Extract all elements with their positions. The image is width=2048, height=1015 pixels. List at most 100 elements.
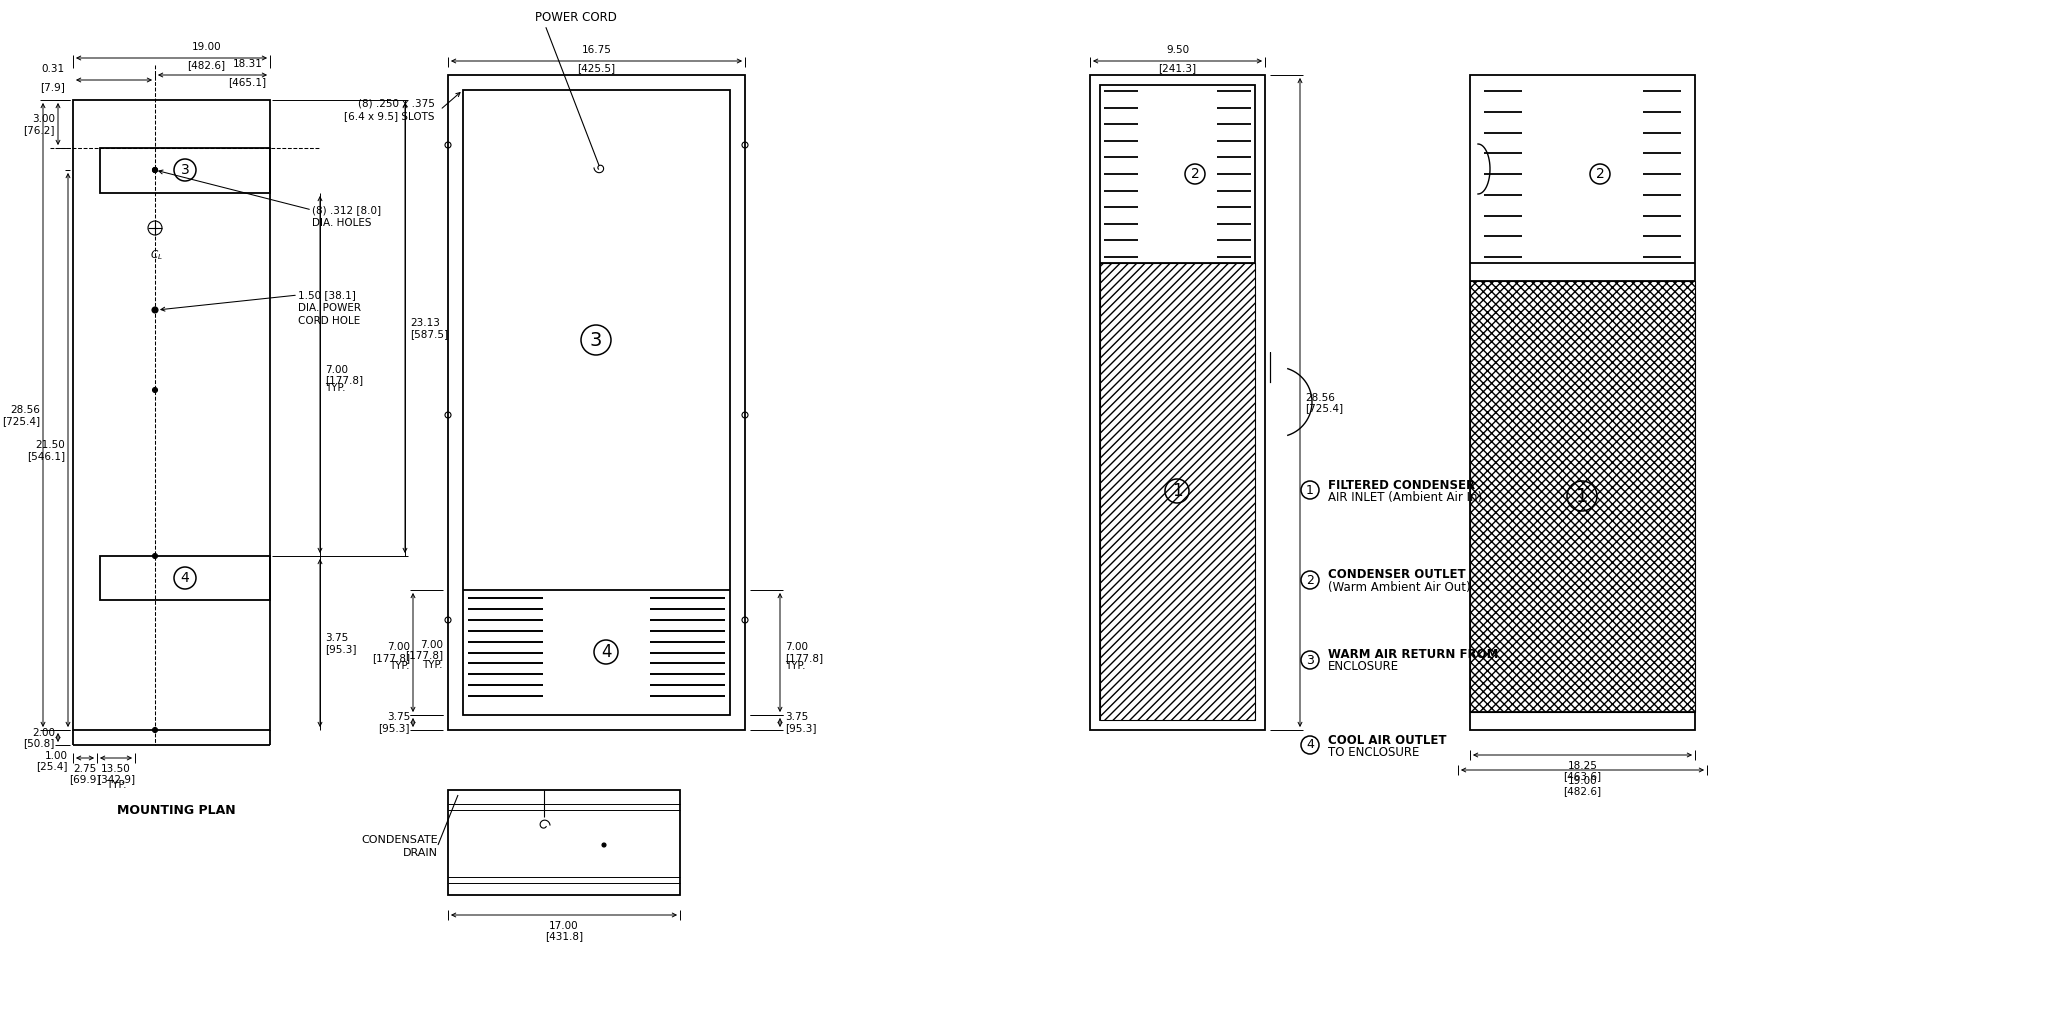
Text: DIA. HOLES: DIA. HOLES [311,218,371,228]
Text: 1: 1 [1171,482,1182,500]
Bar [1090,75,1266,730]
Text: 23.13: 23.13 [410,318,440,328]
Bar [463,90,729,715]
Text: WARM AIR RETURN FROM: WARM AIR RETURN FROM [1327,649,1499,662]
Text: 2: 2 [1307,573,1315,587]
Text: [463.6]: [463.6] [1563,771,1602,781]
Circle shape [152,167,158,173]
Text: 18.31: 18.31 [233,59,262,69]
Bar [1100,263,1255,720]
Circle shape [602,843,606,847]
Text: 3.75: 3.75 [387,713,410,723]
Text: 7.00: 7.00 [326,364,348,375]
Text: 4: 4 [600,642,610,661]
Text: $C_L$: $C_L$ [150,248,162,262]
Text: [465.1]: [465.1] [229,77,266,87]
Text: (8) .312 [8.0]: (8) .312 [8.0] [311,205,381,215]
Bar [100,148,270,193]
Text: 17.00: 17.00 [549,921,580,931]
Text: 1: 1 [1575,486,1587,505]
Circle shape [152,553,158,558]
Bar [449,75,745,730]
Text: 1.50 [38.1]: 1.50 [38.1] [299,290,356,300]
Text: [6.4 x 9.5] SLOTS: [6.4 x 9.5] SLOTS [344,111,434,121]
Text: 2.00: 2.00 [33,728,55,738]
Text: 3.75: 3.75 [326,633,348,642]
Text: [482.6]: [482.6] [188,60,225,70]
Text: CORD HOLE: CORD HOLE [299,316,360,326]
Text: [50.8]: [50.8] [25,739,55,748]
Text: [177.8]: [177.8] [326,376,362,386]
Text: [425.5]: [425.5] [578,63,616,73]
Text: TO ENCLOSURE: TO ENCLOSURE [1327,745,1419,758]
Bar [449,790,680,895]
Text: [725.4]: [725.4] [1305,404,1343,413]
Circle shape [152,167,158,173]
Text: MOUNTING PLAN: MOUNTING PLAN [117,804,236,816]
Bar [1100,85,1255,720]
Text: [241.3]: [241.3] [1159,63,1196,73]
Text: 3: 3 [590,331,602,349]
Text: 19.00: 19.00 [1567,776,1597,786]
Text: POWER CORD: POWER CORD [535,10,616,23]
Text: 7.00: 7.00 [784,642,809,653]
Text: (8) .250 x .375: (8) .250 x .375 [358,98,434,108]
Text: COOL AIR OUTLET: COOL AIR OUTLET [1327,734,1446,746]
Text: 7.00: 7.00 [420,640,442,651]
Text: [177.8]: [177.8] [784,654,823,664]
Text: [76.2]: [76.2] [23,125,55,135]
Text: DRAIN: DRAIN [403,848,438,858]
Text: [177.8]: [177.8] [406,651,442,661]
Text: [546.1]: [546.1] [27,451,66,461]
Text: [482.6]: [482.6] [1563,786,1602,796]
Text: AIR INLET (Ambient Air In): AIR INLET (Ambient Air In) [1327,490,1483,503]
Text: 1: 1 [1307,483,1315,496]
Circle shape [152,388,158,393]
Circle shape [152,728,158,733]
Text: 3.75: 3.75 [784,713,809,723]
Text: 2: 2 [1190,167,1200,181]
Text: [431.8]: [431.8] [545,931,584,941]
Text: ENCLOSURE: ENCLOSURE [1327,661,1399,674]
Text: 28.56: 28.56 [10,405,41,415]
Text: DIA. POWER: DIA. POWER [299,303,360,313]
Text: TYP.: TYP. [422,661,442,671]
Text: TYP.: TYP. [106,780,127,790]
Text: [587.5]: [587.5] [410,329,449,339]
Text: 0.31: 0.31 [41,64,66,74]
Text: [342.9]: [342.9] [96,774,135,784]
Text: TYP.: TYP. [784,661,805,671]
Text: TYP.: TYP. [326,383,346,393]
Text: [7.9]: [7.9] [41,82,66,92]
Bar [1470,75,1696,730]
Text: 2: 2 [1595,167,1604,181]
Text: 3.00: 3.00 [33,114,55,124]
Text: [95.3]: [95.3] [326,644,356,654]
Text: [177.8]: [177.8] [373,654,410,664]
Circle shape [152,307,158,313]
Bar [100,556,270,600]
Text: [95.3]: [95.3] [784,724,817,734]
Text: 7.00: 7.00 [387,642,410,653]
Bar [74,100,270,730]
Text: [95.3]: [95.3] [379,724,410,734]
Text: 28.56: 28.56 [1305,393,1335,403]
Text: 1.00: 1.00 [45,751,68,761]
Text: 19.00: 19.00 [193,42,221,52]
Bar [1470,281,1696,712]
Text: 21.50: 21.50 [35,439,66,450]
Text: 13.50: 13.50 [100,764,131,774]
Text: 3: 3 [180,163,188,177]
Text: 2.75: 2.75 [74,764,96,774]
Text: TYP.: TYP. [389,661,410,671]
Text: 16.75: 16.75 [582,45,612,55]
Text: 3: 3 [1307,654,1315,667]
Text: (Warm Ambient Air Out): (Warm Ambient Air Out) [1327,581,1470,594]
Text: CONDENSATE: CONDENSATE [360,835,438,845]
Text: 4: 4 [1307,739,1315,751]
Text: [25.4]: [25.4] [37,761,68,771]
Text: 9.50: 9.50 [1165,45,1190,55]
Text: 4: 4 [180,571,188,585]
Text: 18.25: 18.25 [1567,761,1597,771]
Text: CONDENSER OUTLET: CONDENSER OUTLET [1327,568,1466,582]
